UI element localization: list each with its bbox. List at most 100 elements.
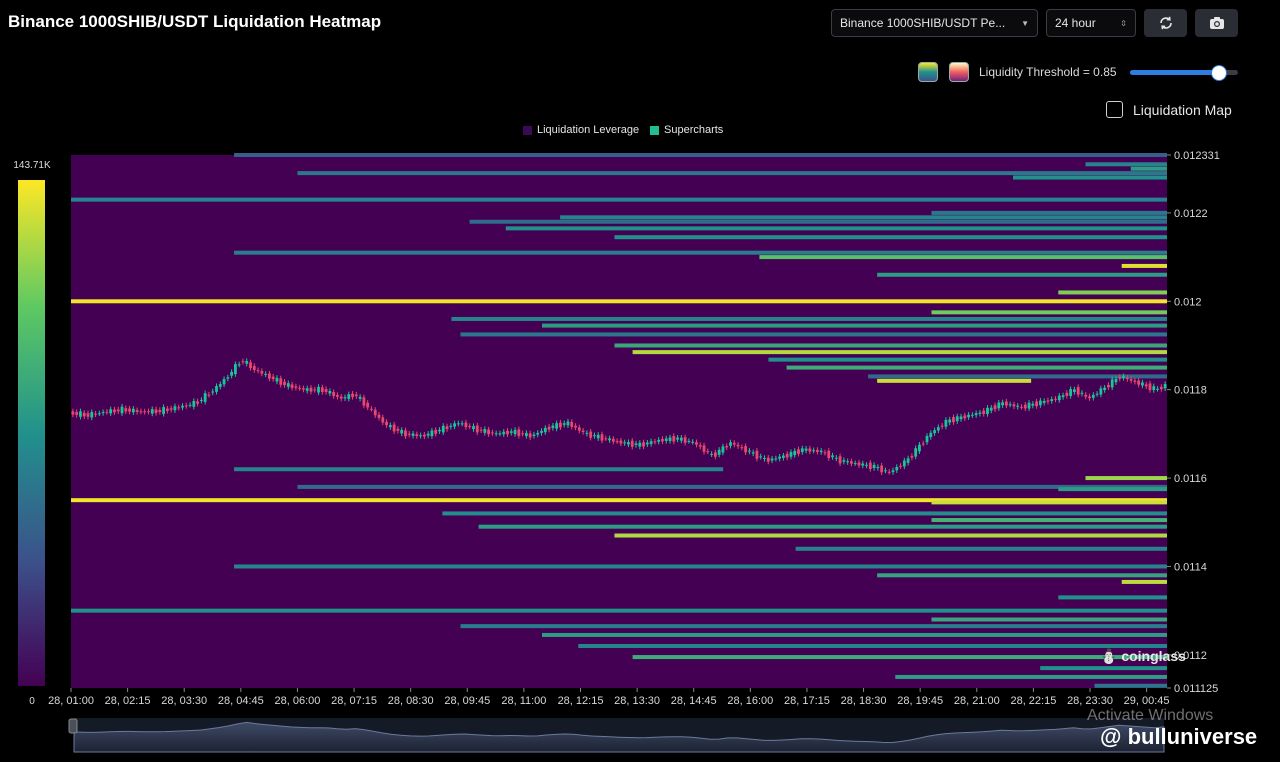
candle-body	[302, 388, 305, 390]
candle-body	[1159, 386, 1163, 390]
navigator-handle-left[interactable]	[68, 718, 78, 734]
coinglass-icon: ⛄	[1100, 648, 1118, 664]
legend-swatch-supercharts	[650, 125, 659, 135]
candle-body	[827, 450, 831, 459]
liquidation-band	[460, 332, 1167, 337]
candle-body	[275, 377, 279, 382]
x-tick-label: 28, 11:00	[501, 695, 546, 707]
candle-body	[744, 446, 748, 453]
candle-body	[1122, 376, 1125, 378]
range-select-value: 24 hour	[1055, 16, 1096, 30]
threshold-slider[interactable]	[1130, 65, 1238, 81]
candle-body	[547, 426, 551, 430]
candle-body	[362, 397, 366, 406]
candle-body	[615, 441, 619, 443]
candle-body	[1152, 386, 1156, 391]
candle-body	[570, 421, 574, 427]
candle-body	[487, 429, 491, 435]
candle-body	[290, 384, 294, 388]
candle-body	[490, 432, 494, 434]
candle-body	[974, 413, 978, 416]
candle-body	[385, 421, 388, 426]
x-tick-label: 28, 12:15	[558, 695, 604, 707]
candle-body	[124, 408, 128, 412]
liquidation-band	[542, 632, 1167, 637]
candle-body	[853, 463, 857, 465]
candle-body	[577, 427, 581, 431]
candle-body	[574, 425, 577, 428]
legend-item-supercharts[interactable]: Supercharts	[650, 124, 723, 136]
palette-magma-swatch[interactable]	[949, 62, 969, 82]
candle-body	[581, 430, 585, 433]
candle-body	[332, 392, 336, 397]
activate-windows-watermark: Activate Windows	[1087, 707, 1214, 724]
liquidation-band	[297, 484, 1167, 489]
liquidation-band	[71, 299, 1167, 304]
palette-viridis-swatch[interactable]	[918, 62, 938, 82]
candle-body	[71, 411, 75, 415]
candle-body	[611, 438, 615, 442]
x-tick-label: 28, 08:30	[388, 695, 434, 707]
threshold-slider-fill	[1130, 70, 1218, 75]
liquidation-map-checkbox[interactable]	[1106, 101, 1123, 118]
candle-body	[902, 460, 906, 467]
chevron-down-icon: ▼	[1021, 18, 1029, 28]
candle-body	[819, 450, 823, 453]
refresh-button[interactable]	[1144, 9, 1187, 37]
candle-body	[634, 443, 638, 445]
liquidation-band	[234, 153, 1167, 157]
candle-body	[305, 388, 309, 391]
liquidation-band	[877, 272, 1167, 277]
candle-body	[464, 422, 468, 428]
candle-body	[899, 465, 902, 467]
candle-body	[672, 436, 676, 442]
threshold-slider-handle[interactable]	[1211, 65, 1227, 81]
candle-body	[1012, 404, 1016, 407]
y-tick-label: 0.0112	[1174, 650, 1207, 662]
liquidation-band	[578, 644, 1167, 649]
candle-body	[759, 456, 763, 458]
candle-body	[868, 462, 872, 470]
candle-body	[872, 464, 876, 469]
candle-body	[317, 386, 320, 393]
threshold-label: Liquidity Threshold = 0.85	[979, 65, 1117, 79]
candle-body	[785, 453, 789, 458]
candle-body	[729, 442, 732, 446]
candle-body	[918, 444, 921, 452]
candle-body	[494, 433, 498, 435]
candle-body	[506, 430, 509, 435]
candle-body	[536, 432, 540, 435]
candle-body	[797, 449, 800, 454]
candle-body	[850, 461, 853, 464]
liquidation-band	[614, 533, 1167, 538]
candle-body	[373, 409, 377, 416]
candle-body	[740, 447, 744, 449]
legend-label-liquidation: Liquidation Leverage	[537, 124, 640, 136]
candle-body	[645, 442, 649, 445]
screenshot-button[interactable]	[1195, 9, 1238, 37]
candle-body	[921, 443, 925, 445]
candle-body	[336, 395, 339, 397]
candle-body	[211, 391, 215, 393]
candle-body	[351, 393, 354, 397]
pair-select[interactable]: Binance 1000SHIB/USDT Pe... ▼	[831, 9, 1038, 37]
liquidation-band	[895, 674, 1167, 679]
candle-body	[1057, 395, 1061, 401]
legend-swatch-liquidation	[523, 125, 532, 135]
candle-body	[668, 437, 672, 442]
candle-body	[1141, 382, 1144, 386]
candle-body	[328, 390, 332, 394]
candle-body	[695, 442, 698, 445]
legend-item-liquidation[interactable]: Liquidation Leverage	[523, 124, 639, 136]
liquidation-band	[759, 255, 1167, 260]
candle-body	[774, 458, 778, 460]
refresh-icon	[1159, 16, 1172, 30]
legend-label-supercharts: Supercharts	[664, 124, 724, 136]
candle-body	[865, 464, 868, 466]
candle-body	[664, 438, 668, 441]
range-select[interactable]: 24 hour ⇳	[1046, 9, 1136, 37]
candle-body	[895, 466, 899, 471]
candle-body	[207, 394, 211, 396]
candle-body	[906, 458, 910, 463]
candle-body	[237, 364, 241, 366]
